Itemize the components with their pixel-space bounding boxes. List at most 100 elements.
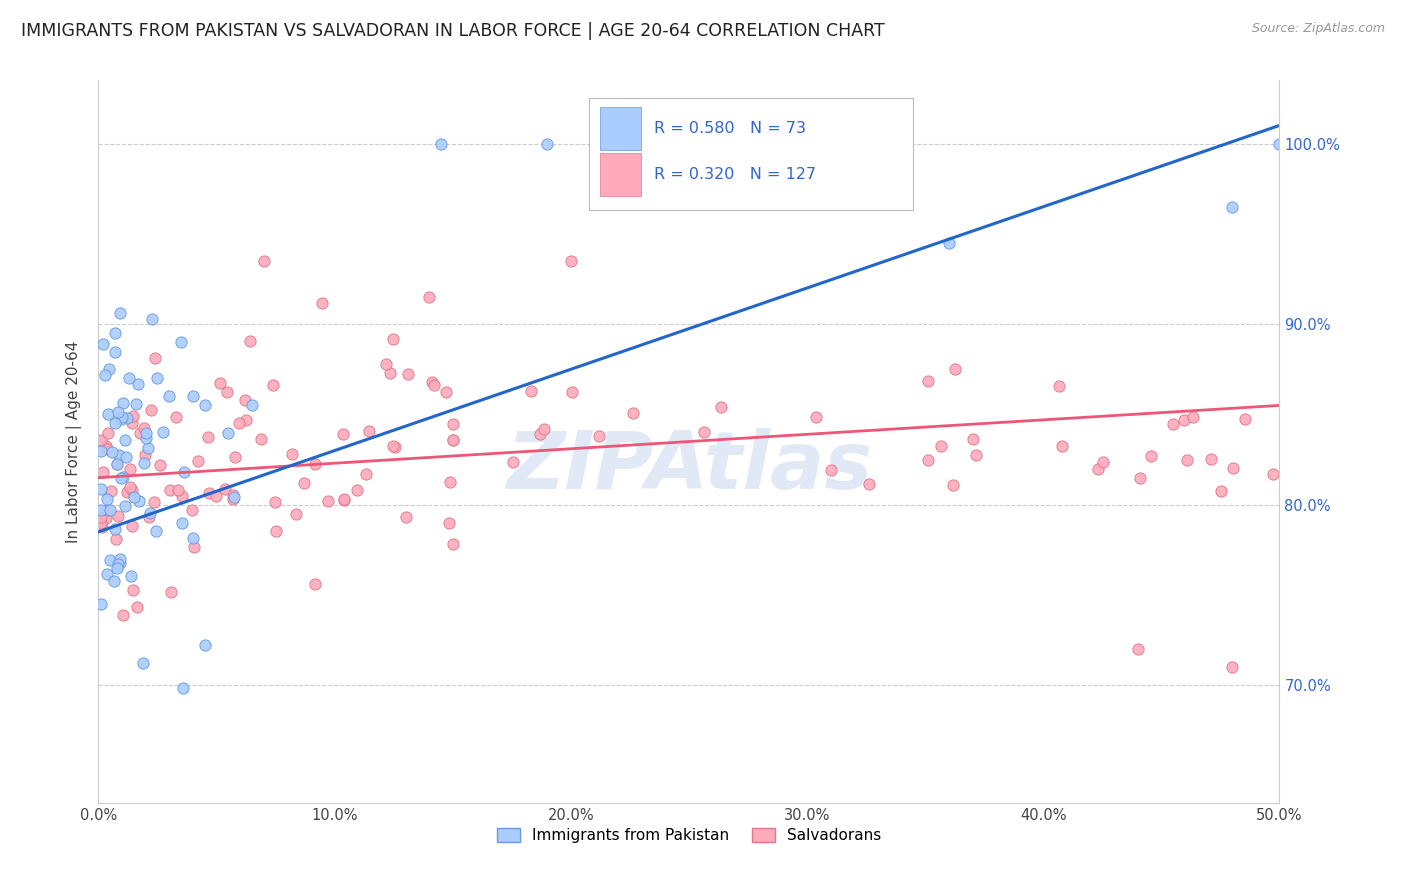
Point xyxy=(382,332,405,346)
Point xyxy=(120,462,142,476)
Point xyxy=(384,440,406,454)
Point xyxy=(194,638,217,652)
Point xyxy=(214,482,236,496)
Point xyxy=(104,416,127,430)
Point xyxy=(1163,417,1185,431)
Text: ZIPAtlas: ZIPAtlas xyxy=(506,428,872,506)
Point xyxy=(90,510,112,524)
Text: IMMIGRANTS FROM PAKISTAN VS SALVADORAN IN LABOR FORCE | AGE 20-64 CORRELATION CH: IMMIGRANTS FROM PAKISTAN VS SALVADORAN I… xyxy=(21,22,884,40)
Point xyxy=(90,516,112,530)
Point xyxy=(100,445,122,459)
Point xyxy=(181,503,204,517)
Point xyxy=(588,429,610,443)
Point xyxy=(98,503,121,517)
Point xyxy=(98,362,121,376)
Point xyxy=(502,454,524,468)
Point xyxy=(94,368,117,382)
Point xyxy=(333,492,356,507)
Point xyxy=(152,425,174,439)
Point xyxy=(165,410,187,425)
Point xyxy=(942,478,965,492)
Point xyxy=(536,136,558,151)
Point xyxy=(91,465,114,479)
Point xyxy=(112,396,135,410)
Point xyxy=(108,448,131,462)
Point xyxy=(1126,642,1149,657)
Point xyxy=(146,371,169,385)
Point xyxy=(1050,438,1073,452)
Point xyxy=(208,376,231,391)
Point xyxy=(105,457,128,471)
Point xyxy=(1268,136,1291,151)
Point xyxy=(395,510,418,524)
Point xyxy=(96,567,118,582)
Point xyxy=(858,477,880,491)
Point xyxy=(311,296,333,310)
Point xyxy=(346,483,368,497)
Point xyxy=(94,439,117,453)
Point xyxy=(917,453,939,467)
Point xyxy=(198,486,221,500)
Point xyxy=(117,371,139,385)
Point xyxy=(962,432,984,446)
Point xyxy=(159,483,181,497)
Point xyxy=(132,421,155,435)
Point xyxy=(304,457,326,471)
Point xyxy=(122,409,145,423)
Point xyxy=(263,495,285,509)
Point xyxy=(90,503,112,517)
Point xyxy=(100,553,122,567)
Point xyxy=(678,136,700,151)
Point xyxy=(249,432,271,446)
Point xyxy=(139,403,162,417)
Point xyxy=(938,235,960,250)
Point xyxy=(138,509,160,524)
Point xyxy=(108,556,131,570)
Point xyxy=(125,599,148,614)
Point xyxy=(621,405,644,419)
Point xyxy=(375,357,398,371)
Point xyxy=(264,524,287,538)
Point xyxy=(96,442,118,456)
Point xyxy=(110,412,132,426)
Point xyxy=(441,433,464,447)
Point xyxy=(1173,413,1195,427)
Point xyxy=(129,425,152,440)
Point xyxy=(228,416,250,430)
Point xyxy=(91,520,114,534)
Text: R = 0.320   N = 127: R = 0.320 N = 127 xyxy=(654,167,815,182)
Point xyxy=(533,421,555,435)
Point xyxy=(710,400,733,414)
Point xyxy=(120,480,142,494)
Point xyxy=(183,541,205,555)
Point xyxy=(114,433,136,447)
Point xyxy=(1234,411,1257,425)
Point xyxy=(380,366,402,380)
Point xyxy=(359,425,381,439)
Point xyxy=(943,361,966,376)
Point xyxy=(215,384,238,399)
Point xyxy=(285,507,308,521)
Point xyxy=(97,407,120,421)
Point xyxy=(1220,200,1243,214)
Point xyxy=(122,583,145,598)
Point xyxy=(172,489,194,503)
Point xyxy=(1182,409,1205,424)
Point xyxy=(316,494,339,508)
Point xyxy=(1047,378,1070,392)
Point xyxy=(1175,453,1198,467)
Point xyxy=(90,444,112,458)
Point xyxy=(104,326,127,340)
Y-axis label: In Labor Force | Age 20-64: In Labor Force | Age 20-64 xyxy=(66,341,83,542)
Point xyxy=(122,490,145,504)
Point xyxy=(804,410,827,425)
Point xyxy=(97,426,120,441)
Point xyxy=(222,488,245,502)
Point xyxy=(441,433,464,447)
Point xyxy=(111,410,134,425)
Point xyxy=(439,475,461,489)
Point xyxy=(96,510,118,524)
Point xyxy=(529,426,551,441)
Point xyxy=(423,378,446,392)
Point xyxy=(121,483,143,497)
